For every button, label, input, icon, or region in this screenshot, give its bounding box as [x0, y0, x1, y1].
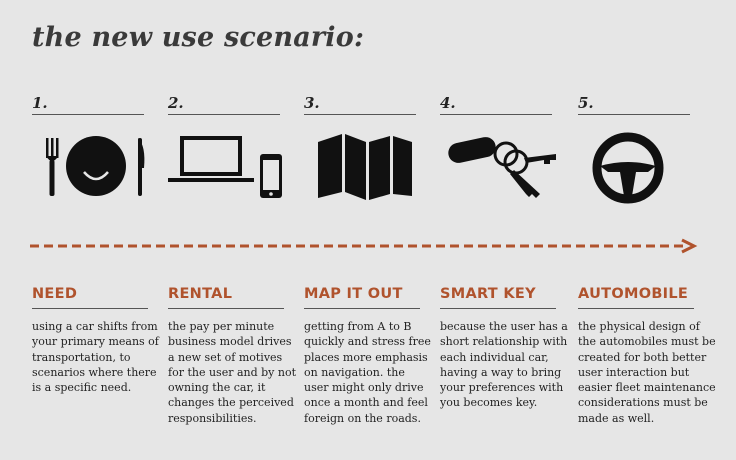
column-description: getting from A to B quickly and stress f…	[304, 320, 431, 425]
step-4: 4.	[440, 94, 556, 198]
column-heading: NEED	[32, 286, 148, 309]
column-rental: RENTAL the pay per minute business model…	[168, 286, 296, 426]
column-map-it-out: MAP IT OUT getting from A to B quickly a…	[304, 286, 432, 426]
step-number: 3.	[304, 94, 416, 115]
map-icon	[318, 134, 412, 200]
timeline-arrow	[30, 238, 698, 254]
step-2: 2.	[168, 94, 282, 198]
steering-wheel-icon	[592, 132, 664, 204]
step-number: 1.	[32, 94, 144, 115]
page-title: the new use scenario:	[32, 22, 365, 53]
column-heading: MAP IT OUT	[304, 286, 420, 309]
step-3: 3.	[304, 94, 418, 200]
column-need: NEED using a car shifts from your primar…	[32, 286, 160, 395]
column-description: using a car shifts from your primary mea…	[32, 320, 159, 395]
plate-fork-knife-icon	[46, 136, 145, 196]
step-5: 5.	[578, 94, 692, 204]
step-number: 4.	[440, 94, 552, 115]
column-description: the physical design of the automobiles m…	[578, 320, 716, 425]
laptop-phone-icon	[168, 136, 282, 198]
keys-icon	[448, 137, 556, 198]
column-description: because the user has a short relationshi…	[440, 320, 568, 410]
column-heading: SMART KEY	[440, 286, 556, 309]
column-description: the pay per minute business model drives…	[168, 320, 297, 425]
step-number: 2.	[168, 94, 280, 115]
step-number: 5.	[578, 94, 690, 115]
column-heading: AUTOMOBILE	[578, 286, 694, 309]
column-smart-key: SMART KEY because the user has a short r…	[440, 286, 568, 411]
column-automobile: AUTOMOBILE the physical design of the au…	[578, 286, 718, 426]
step-1: 1.	[32, 94, 146, 196]
column-heading: RENTAL	[168, 286, 284, 309]
